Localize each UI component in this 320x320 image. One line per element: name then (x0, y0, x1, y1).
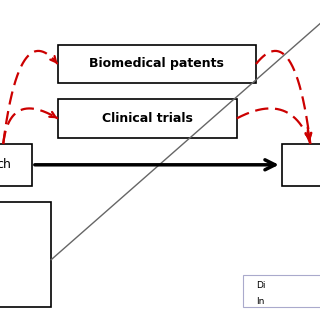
Text: Biomedical patents: Biomedical patents (89, 58, 224, 70)
FancyBboxPatch shape (282, 144, 320, 186)
FancyBboxPatch shape (0, 144, 32, 186)
Text: Di: Di (256, 281, 265, 290)
FancyBboxPatch shape (243, 275, 320, 307)
FancyBboxPatch shape (0, 202, 51, 307)
FancyBboxPatch shape (58, 45, 256, 83)
Text: ch: ch (0, 158, 11, 171)
Text: In: In (256, 297, 264, 306)
FancyBboxPatch shape (58, 99, 237, 138)
Text: Clinical trials: Clinical trials (102, 112, 193, 125)
